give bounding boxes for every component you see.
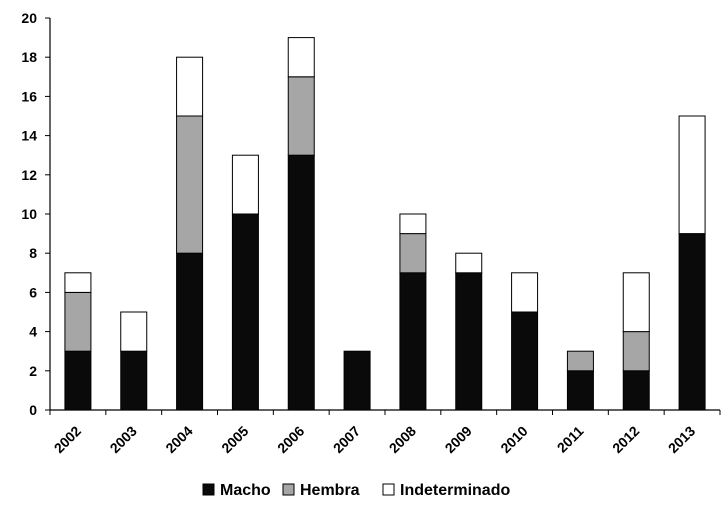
- bar-segment-indeterminado-2008: [399, 213, 427, 235]
- y-tick-label: 4: [29, 324, 37, 340]
- bar-segment-macho-2011: [566, 370, 594, 411]
- x-tick-label: 2003: [107, 423, 140, 456]
- bar-segment-macho-2010: [511, 311, 539, 411]
- bar-segment-macho-2007: [343, 350, 371, 411]
- bar-segment-macho-2003: [120, 350, 148, 411]
- bar-segment-macho-2013: [678, 233, 706, 411]
- bar-segment-indeterminado-2003: [120, 311, 148, 352]
- bar-segment-indeterminado-2013: [678, 115, 706, 235]
- y-tick-label: 2: [29, 363, 37, 379]
- bar-segment-macho-2012: [622, 370, 650, 411]
- bar-segment-macho-2008: [399, 272, 427, 411]
- bar-segment-hembra-2008: [399, 233, 427, 274]
- x-tick-label: 2005: [218, 423, 251, 456]
- bar-segment-indeterminado-2002: [64, 272, 92, 293]
- x-tick-label: 2008: [386, 423, 419, 456]
- bar-segment-hembra-2002: [64, 291, 92, 352]
- legend-label-hembra: Hembra: [300, 482, 360, 499]
- legend-swatch-indeterminado: [382, 483, 395, 496]
- x-tick-label: 2007: [330, 423, 363, 456]
- x-tick-label: 2012: [609, 423, 642, 456]
- x-tick-label: 2009: [442, 423, 475, 456]
- y-tick-label: 16: [21, 88, 37, 104]
- bar-segment-indeterminado-2010: [511, 272, 539, 313]
- bar-segment-indeterminado-2009: [455, 252, 483, 274]
- bar-segment-macho-2004: [176, 252, 204, 411]
- x-tick-label: 2004: [162, 423, 195, 456]
- x-tick-label: 2006: [274, 423, 307, 456]
- bar-segment-macho-2002: [64, 350, 92, 411]
- legend-label-indeterminado: Indeterminado: [400, 482, 510, 499]
- y-tick-label: 12: [21, 167, 37, 183]
- y-tick-label: 8: [29, 245, 37, 261]
- legend-swatch-hembra: [282, 483, 295, 496]
- bar-segment-indeterminado-2005: [231, 154, 259, 215]
- y-tick-label: 0: [29, 402, 37, 418]
- bar-segment-hembra-2011: [566, 350, 594, 372]
- bar-segment-indeterminado-2006: [287, 37, 315, 78]
- x-tick-label: 2011: [554, 423, 587, 456]
- y-tick-label: 20: [21, 10, 37, 26]
- y-tick-label: 6: [29, 284, 37, 300]
- y-tick-label: 14: [21, 128, 37, 144]
- legend-label-macho: Macho: [220, 482, 271, 499]
- legend-swatch-macho: [202, 483, 215, 496]
- bar-segment-hembra-2006: [287, 76, 315, 156]
- x-tick-label: 2002: [51, 423, 84, 456]
- bar-segment-macho-2006: [287, 154, 315, 411]
- bar-segment-hembra-2012: [622, 331, 650, 372]
- y-tick-label: 10: [21, 206, 37, 222]
- bar-segment-macho-2005: [231, 213, 259, 411]
- x-tick-label: 2013: [665, 423, 698, 456]
- bar-segment-indeterminado-2004: [176, 56, 204, 117]
- bar-segment-indeterminado-2012: [622, 272, 650, 333]
- bar-segment-hembra-2004: [176, 115, 204, 254]
- bar-segment-macho-2009: [455, 272, 483, 411]
- x-tick-label: 2010: [497, 423, 530, 456]
- y-tick-label: 18: [21, 49, 37, 65]
